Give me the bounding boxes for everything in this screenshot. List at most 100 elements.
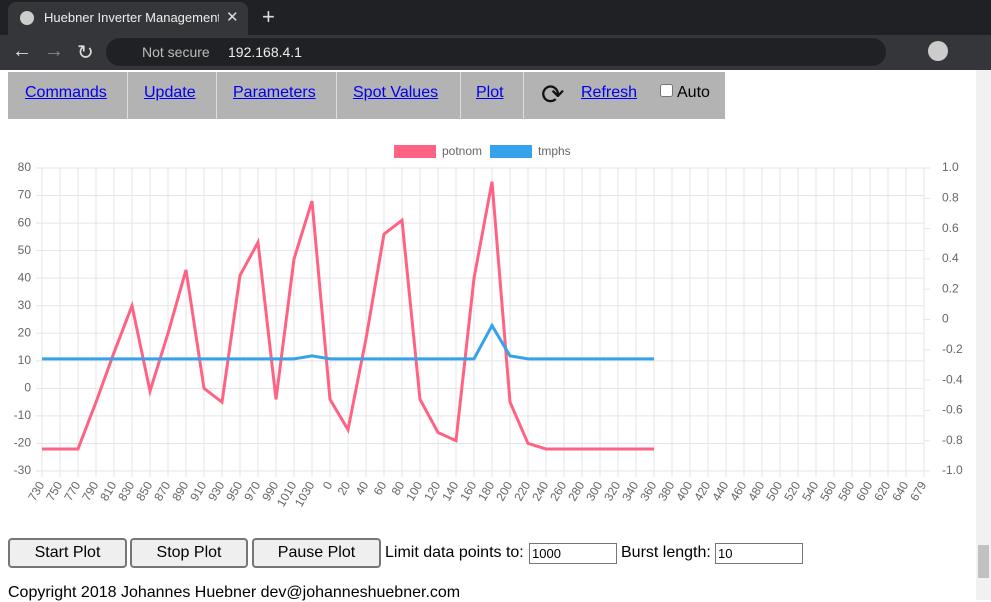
x-tick-label: 750 (43, 479, 65, 504)
x-tick-label: 950 (223, 479, 245, 504)
nav-link[interactable]: Update (144, 84, 196, 101)
scroll-thumb[interactable] (978, 545, 989, 578)
y2-tick-label: -0.2 (942, 342, 963, 356)
y2-tick-label: 0.8 (942, 190, 959, 204)
x-tick-label: 280 (565, 479, 587, 504)
x-tick-label: 730 (25, 479, 47, 504)
x-tick-label: 540 (799, 479, 821, 504)
y2-tick-label: 0.4 (942, 251, 959, 265)
x-tick-label: 220 (511, 479, 533, 504)
nav-link[interactable]: Commands (25, 84, 107, 101)
legend-label: tmphs (538, 144, 571, 158)
y-tick-label: 50 (18, 243, 32, 257)
x-tick-label: 40 (353, 479, 372, 498)
tab-close[interactable]: ✕ (226, 9, 239, 26)
divider (127, 72, 128, 119)
x-tick-label: 360 (637, 479, 659, 504)
nav-link[interactable]: Parameters (233, 84, 316, 101)
line-series (42, 322, 654, 361)
x-tick-label: 320 (601, 479, 623, 504)
x-tick-label: 600 (853, 479, 875, 504)
x-tick-label: 890 (169, 479, 191, 504)
x-tick-label: 0 (320, 479, 336, 492)
y-tick-label: 20 (18, 325, 32, 339)
y-tick-label: 10 (18, 353, 32, 367)
x-tick-label: 380 (655, 479, 677, 504)
auto-label: Auto (677, 84, 710, 101)
x-tick-label: 300 (583, 479, 605, 504)
pause-button[interactable]: Pause Plot (252, 538, 381, 568)
x-tick-label: 970 (241, 479, 263, 504)
x-tick-label: 180 (475, 479, 497, 504)
y2-tick-label: -0.4 (942, 372, 963, 386)
x-tick-label: 620 (871, 479, 893, 504)
back[interactable]: ← (12, 40, 32, 62)
x-tick-label: 1030 (292, 479, 318, 509)
start-button[interactable]: Start Plot (8, 538, 127, 568)
y2-tick-label: 0.6 (942, 221, 959, 235)
legend-swatch (394, 145, 436, 158)
x-tick-label: 400 (673, 479, 695, 504)
new-tab[interactable]: + (262, 4, 275, 29)
tab-icon (20, 11, 34, 25)
x-tick-label: 790 (79, 479, 101, 504)
y-tick-label: 30 (18, 298, 32, 312)
x-tick-label: 580 (835, 479, 857, 504)
x-tick-label: 100 (403, 479, 425, 504)
x-tick-label: 930 (205, 479, 227, 504)
burst-input[interactable] (715, 543, 803, 564)
x-tick-label: 500 (763, 479, 785, 504)
auto-checkbox[interactable] (660, 84, 673, 97)
nav-link[interactable]: Plot (476, 84, 504, 101)
y2-tick-label: 1.0 (942, 160, 959, 174)
y-tick-label: 70 (18, 188, 32, 202)
x-tick-label: 910 (187, 479, 209, 504)
chart: -30 -20 -10 0 10 20 30 40 50 60 70 80 -1.0 -0.8 -0.6 -0… (14, 144, 963, 509)
y-tick-label: 80 (18, 160, 32, 174)
url: 192.168.4.1 (228, 44, 302, 60)
x-tick-label: 810 (97, 479, 119, 504)
burst-label: Burst length: (621, 544, 711, 561)
line-series (42, 181, 654, 451)
x-tick-label: 830 (115, 479, 137, 504)
x-tick-label: 80 (389, 479, 408, 498)
tab[interactable] (8, 2, 248, 35)
y-tick-label: -10 (14, 408, 32, 422)
divider (336, 72, 337, 119)
address-bar[interactable] (106, 38, 886, 66)
x-tick-label: 240 (529, 479, 551, 504)
x-tick-label: 560 (817, 479, 839, 504)
x-tick-label: 340 (619, 479, 641, 504)
y2-tick-label: 0.2 (942, 281, 959, 295)
x-tick-label: 140 (439, 479, 461, 504)
forward[interactable]: → (44, 40, 64, 62)
limit-input[interactable] (529, 543, 617, 564)
tab-title: Huebner Inverter Management (44, 10, 219, 25)
stop-button[interactable]: Stop Plot (130, 538, 248, 568)
y-tick-label: -20 (14, 436, 32, 450)
x-tick-label: 770 (61, 479, 83, 504)
y-tick-label: -30 (14, 463, 32, 477)
nav-link[interactable]: Refresh (581, 84, 638, 101)
profile[interactable] (928, 41, 948, 61)
y-tick-label: 40 (18, 270, 32, 284)
security: Not secure (142, 44, 210, 60)
y-tick-label: 0 (24, 381, 31, 395)
reload[interactable]: ↻ (77, 42, 94, 64)
y-tick-label: 60 (18, 215, 32, 229)
x-tick-label: 850 (133, 479, 155, 504)
nav-link[interactable]: Spot Values (353, 84, 439, 101)
x-tick-label: 160 (457, 479, 479, 504)
scrollbar[interactable] (976, 70, 991, 600)
x-tick-label: 640 (889, 479, 911, 504)
x-tick-label: 200 (493, 479, 515, 504)
x-tick-label: 420 (691, 479, 713, 504)
legend-label: potnom (442, 144, 482, 158)
limit-label: Limit data points to: (385, 544, 524, 561)
y2-tick-label: -0.8 (942, 433, 963, 447)
footer: Copyright 2018 Johannes Huebner dev@joha… (8, 584, 461, 601)
x-tick-label: 120 (421, 479, 443, 504)
x-tick-label: 60 (371, 479, 390, 498)
refresh-icon[interactable]: ⟳ (541, 79, 565, 110)
